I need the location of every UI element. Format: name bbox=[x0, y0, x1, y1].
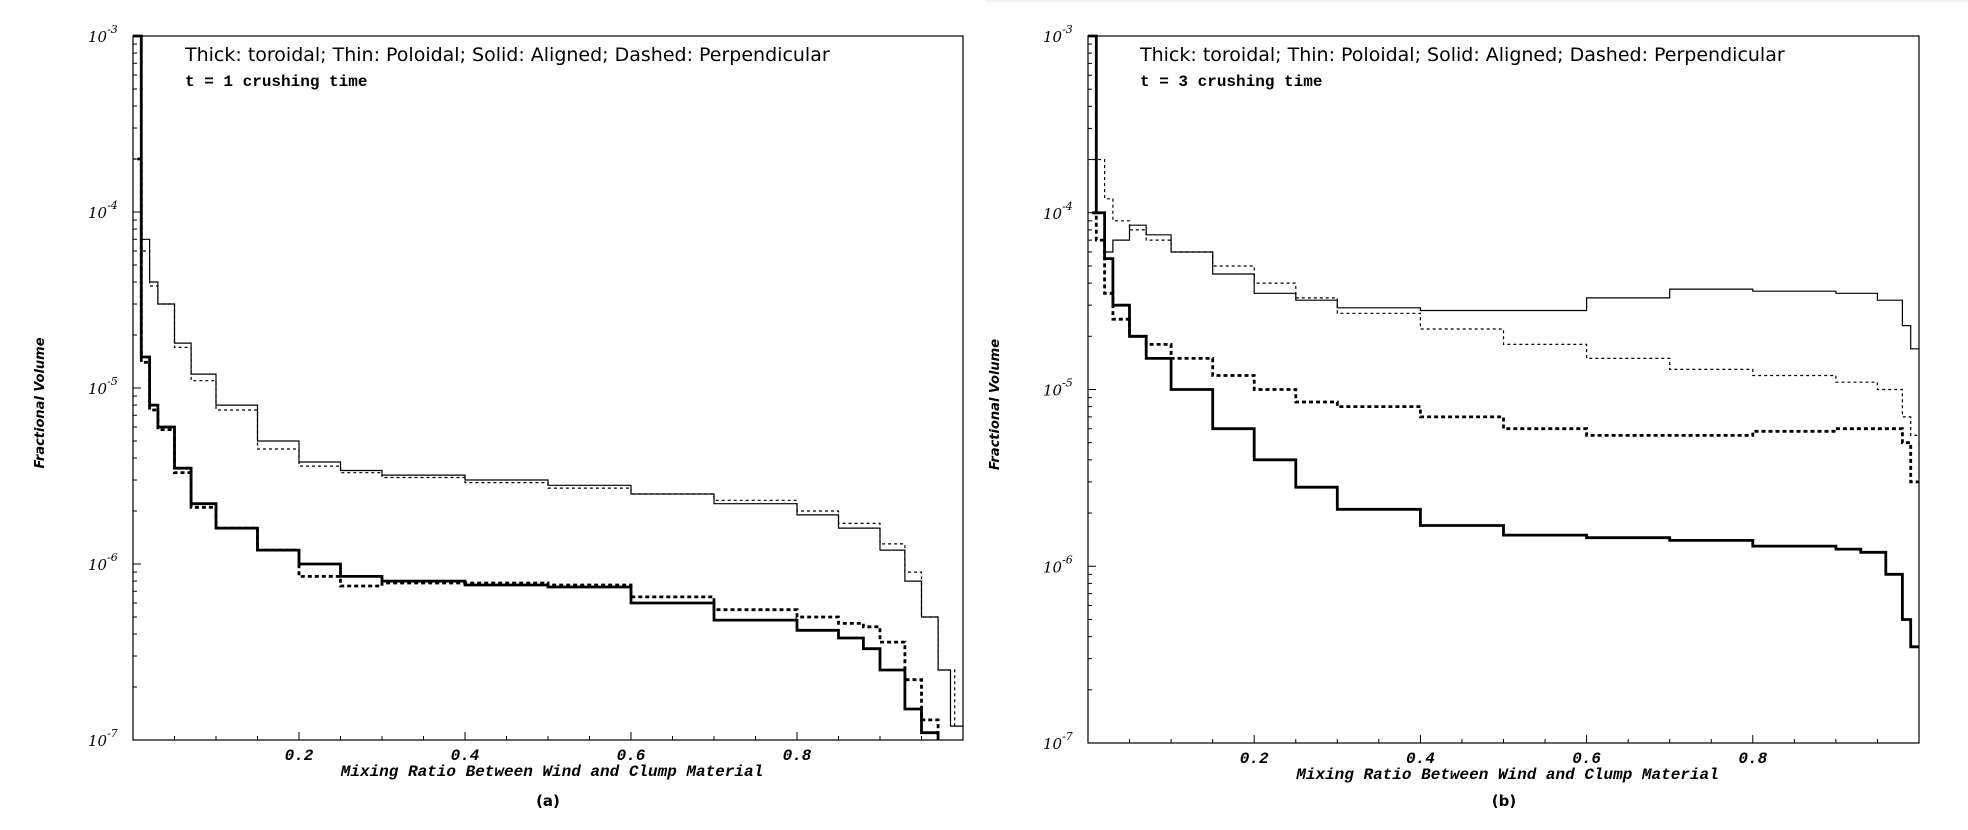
ytick-exponent: -6 bbox=[107, 551, 118, 564]
x-axis-label: Mixing Ratio Between Wind and Clump Mate… bbox=[340, 763, 763, 781]
xtick-label: 0.8 bbox=[1738, 750, 1767, 768]
ytick-exponent: -7 bbox=[1062, 730, 1073, 743]
panel-label: (b) bbox=[1492, 792, 1516, 810]
series-line-thick-solid bbox=[133, 34, 940, 740]
xtick-label: 0.8 bbox=[783, 747, 812, 765]
chart-panel-a: 10-3 10-4 10-5 10-6 10-7 0.2 0.4 0.6 0.8 Mixing R… bbox=[33, 23, 964, 810]
panel-label: (a) bbox=[536, 792, 560, 810]
ytick-exponent: -3 bbox=[107, 23, 118, 36]
y-axis-label: Fractional Volume bbox=[988, 339, 1003, 470]
series-line-thin-dashed bbox=[1092, 158, 1919, 436]
legend-text: Thick: toroidal; Thin: Poloidal; Solid: … bbox=[1139, 44, 1785, 66]
y-axis-label: Fractional Volume bbox=[33, 337, 48, 468]
ytick-label: 10-7 bbox=[1043, 730, 1073, 753]
xtick-label: 0.2 bbox=[285, 747, 314, 765]
ytick-label: 10-4 bbox=[1043, 200, 1073, 223]
series-line-thin-dashed bbox=[133, 158, 956, 727]
series-line-thick-dashed bbox=[137, 157, 940, 740]
ytick-label: 10-3 bbox=[1043, 23, 1073, 46]
time-annotation: t = 3 crushing time bbox=[1140, 73, 1322, 91]
ytick-exponent: -5 bbox=[1062, 377, 1073, 390]
xtick-label: 0.2 bbox=[1240, 750, 1269, 768]
ytick-label: 10-4 bbox=[88, 199, 118, 222]
series-line-thick-solid bbox=[1088, 34, 1919, 649]
xtick-label: 0.6 bbox=[617, 747, 646, 765]
series-line-thick-dashed bbox=[1092, 211, 1919, 484]
ytick-label: 10-5 bbox=[1043, 377, 1073, 400]
legend-text: Thick: toroidal; Thin: Poloidal; Solid: … bbox=[184, 44, 830, 66]
ytick-label: 10-7 bbox=[88, 727, 118, 750]
chart-panel-b: 10-3 10-4 10-5 10-6 10-7 0.2 0.4 0.6 0.8 Mixing R… bbox=[988, 23, 1920, 810]
ytick-label: 10-5 bbox=[88, 375, 118, 398]
ytick-label: 10-6 bbox=[1043, 553, 1073, 576]
time-annotation: t = 1 crushing time bbox=[185, 73, 367, 91]
ytick-label: 10-6 bbox=[88, 551, 118, 574]
xtick-label: 0.6 bbox=[1572, 750, 1601, 768]
xtick-label: 0.4 bbox=[1406, 750, 1435, 768]
ytick-exponent: -3 bbox=[1062, 23, 1073, 36]
ytick-exponent: -7 bbox=[107, 727, 118, 740]
xtick-label: 0.4 bbox=[451, 747, 480, 765]
ytick-exponent: -5 bbox=[107, 375, 118, 388]
ytick-label: 10-3 bbox=[88, 23, 118, 46]
ytick-exponent: -4 bbox=[1062, 200, 1073, 213]
x-axis-label: Mixing Ratio Between Wind and Clump Mate… bbox=[1295, 766, 1718, 784]
ytick-exponent: -4 bbox=[107, 199, 118, 212]
ytick-exponent: -6 bbox=[1062, 553, 1073, 566]
series-line-thin-solid bbox=[1088, 35, 1919, 350]
